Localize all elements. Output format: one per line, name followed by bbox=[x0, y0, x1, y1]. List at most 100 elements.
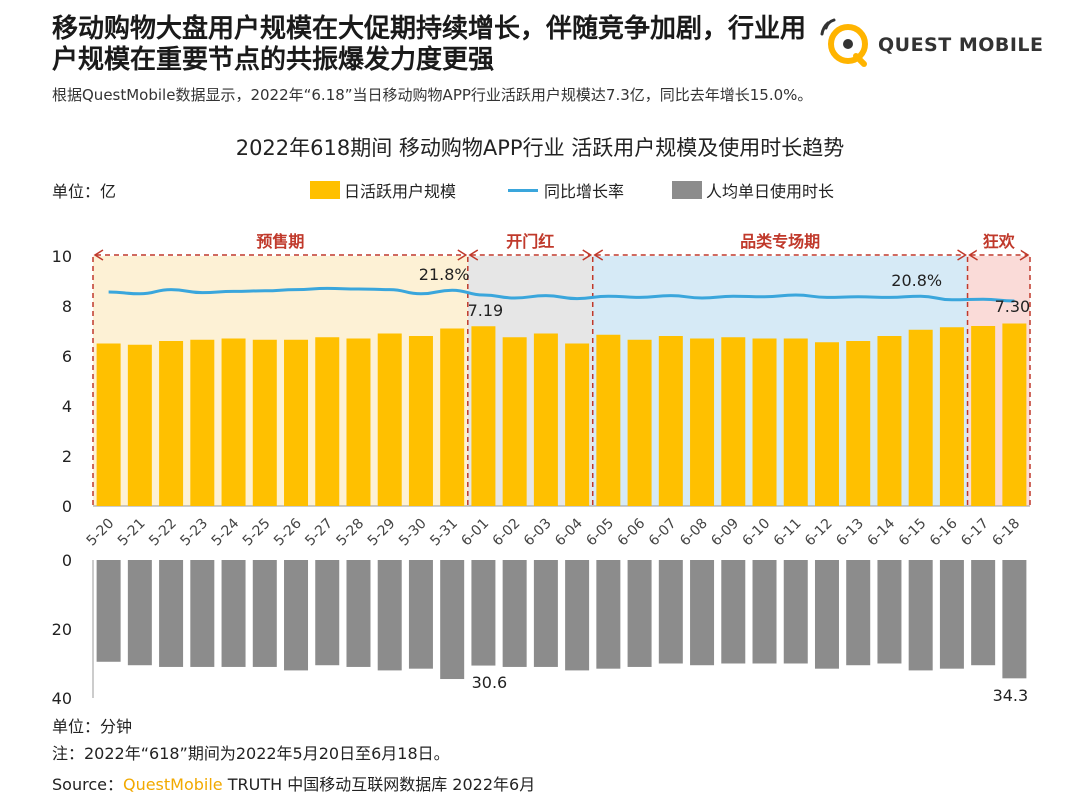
x-tick-label: 5-30 bbox=[396, 516, 430, 550]
y-tick-label-top: 8 bbox=[62, 297, 72, 316]
dau-bar bbox=[721, 337, 746, 506]
usage-time-bar bbox=[783, 560, 808, 664]
usage-time-bar bbox=[690, 560, 715, 666]
phase-background bbox=[592, 256, 968, 506]
questmobile-logo: QUEST MOBILE bbox=[818, 14, 1048, 74]
legend-label-dau: 日活跃用户规模 bbox=[344, 182, 457, 201]
dau-bar bbox=[939, 327, 964, 506]
page-title: 移动购物大盘用户规模在大促期持续增长，伴随竞争加剧，行业用户规模在重要节点的共振… bbox=[52, 14, 807, 75]
dau-bar bbox=[596, 334, 621, 506]
usage-time-bar bbox=[96, 560, 121, 662]
x-tick-label: 5-31 bbox=[427, 516, 461, 550]
phase-arrow-right bbox=[957, 249, 967, 261]
source-rest: TRUTH 中国移动互联网数据库 2022年6月 bbox=[222, 775, 536, 794]
x-tick-label: 5-24 bbox=[209, 515, 243, 549]
usage-time-bar bbox=[190, 560, 215, 667]
x-tick-label: 6-14 bbox=[864, 515, 898, 549]
dau-bar bbox=[221, 338, 246, 506]
phase-arrow-right bbox=[582, 249, 593, 261]
phase-background bbox=[93, 256, 468, 506]
legend-label-time: 人均单日使用时长 bbox=[706, 182, 835, 201]
phase-label-backing bbox=[976, 231, 1021, 253]
page-subtitle: 根据QuestMobile数据显示，2022年“6.18”当日移动购物APP行业… bbox=[52, 86, 813, 104]
dau-bar bbox=[471, 326, 496, 506]
x-tick-label: 6-05 bbox=[583, 516, 617, 550]
y-tick-label-top: 10 bbox=[52, 247, 72, 266]
x-tick-label: 6-17 bbox=[958, 516, 992, 550]
y-tick-label-bottom: 40 bbox=[52, 689, 72, 708]
dau-bar bbox=[315, 337, 340, 506]
phase-arrow-left bbox=[468, 249, 479, 261]
legend-item-dau: 日活跃用户规模 bbox=[310, 178, 456, 202]
usage-time-bar bbox=[752, 560, 777, 664]
x-tick-label: 5-29 bbox=[365, 516, 399, 550]
x-tick-label: 5-20 bbox=[84, 516, 118, 550]
dau-bar bbox=[346, 338, 371, 506]
phase-arrow-left bbox=[968, 249, 978, 261]
unit-bottom-label: 单位：分钟 bbox=[52, 717, 133, 736]
x-tick-label: 5-28 bbox=[334, 516, 368, 550]
dau-bar bbox=[971, 326, 996, 506]
dau-bar bbox=[127, 344, 152, 506]
usage-time-bar bbox=[596, 560, 621, 669]
phase-label-backing bbox=[732, 231, 828, 253]
usage-time-bar bbox=[159, 560, 184, 667]
dau-bar bbox=[783, 338, 808, 506]
x-tick-label: 6-08 bbox=[677, 516, 711, 550]
data-label: 20.8% bbox=[891, 271, 942, 290]
dau-bar bbox=[877, 336, 902, 506]
phase-label: 狂欢 bbox=[983, 232, 1016, 251]
y-tick-label-top: 2 bbox=[62, 447, 72, 466]
phase-label: 品类专场期 bbox=[740, 232, 820, 251]
dau-bar bbox=[565, 343, 590, 506]
source-prefix: Source： bbox=[52, 775, 123, 794]
dau-bar bbox=[408, 336, 433, 506]
dau-bar bbox=[690, 338, 715, 506]
x-tick-label: 6-01 bbox=[458, 516, 492, 550]
usage-time-bar bbox=[908, 560, 933, 671]
x-tick-label: 6-18 bbox=[989, 516, 1023, 550]
dau-bar bbox=[159, 341, 184, 506]
phase-background bbox=[467, 256, 593, 506]
x-tick-label: 6-10 bbox=[740, 516, 774, 550]
x-tick-label: 5-27 bbox=[302, 516, 336, 550]
yoy-rate-line bbox=[108, 286, 1015, 303]
phase-label: 预售期 bbox=[256, 232, 304, 251]
questmobile-logo-icon bbox=[820, 18, 868, 67]
x-tick-label: 5-22 bbox=[146, 516, 180, 550]
usage-time-bar bbox=[877, 560, 902, 664]
data-label: 7.19 bbox=[468, 301, 504, 320]
y-tick-label-top: 0 bbox=[62, 497, 72, 516]
legend-label-rate: 同比增长率 bbox=[544, 182, 625, 201]
usage-time-bar bbox=[315, 560, 340, 666]
source-brand: QuestMobile bbox=[122, 775, 223, 794]
x-tick-label: 6-07 bbox=[646, 516, 680, 550]
x-tick-label: 6-16 bbox=[927, 515, 961, 549]
legend-swatch-dau bbox=[310, 181, 340, 199]
x-tick-label: 6-04 bbox=[552, 515, 586, 549]
dau-bar bbox=[284, 339, 309, 506]
data-label: 34.3 bbox=[993, 686, 1029, 705]
dau-bar bbox=[440, 328, 465, 506]
dau-bar bbox=[627, 339, 652, 506]
usage-time-bar bbox=[127, 560, 152, 666]
dau-bar bbox=[908, 329, 933, 506]
phase-arrow-right bbox=[1019, 249, 1030, 261]
dau-bar bbox=[1002, 323, 1027, 506]
usage-time-bar bbox=[971, 560, 996, 666]
y-tick-label-bottom: 0 bbox=[62, 551, 72, 570]
dau-bar bbox=[96, 343, 121, 506]
phase-arrow-right bbox=[457, 249, 468, 261]
y-tick-label-bottom: 20 bbox=[52, 620, 72, 639]
x-tick-label: 6-02 bbox=[490, 516, 524, 550]
usage-time-bar bbox=[939, 560, 964, 669]
usage-time-bar bbox=[502, 560, 527, 667]
x-tick-label: 5-23 bbox=[177, 516, 211, 550]
x-tick-label: 6-06 bbox=[615, 515, 649, 549]
logo-text: QUEST MOBILE bbox=[878, 34, 1044, 56]
x-tick-label: 6-09 bbox=[708, 516, 742, 550]
usage-time-bar bbox=[440, 560, 465, 680]
dau-bar bbox=[814, 342, 839, 506]
data-label: 7.30 bbox=[995, 297, 1031, 316]
